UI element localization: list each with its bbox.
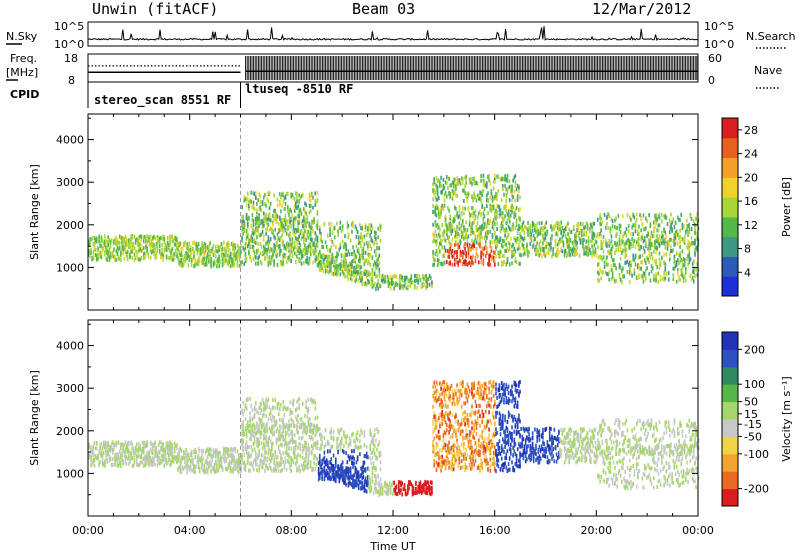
power-colorbar-frame: [721, 117, 739, 297]
power-cells: [88, 173, 700, 291]
nave-ytick-60: 60: [708, 52, 722, 65]
velocity-ylabel: Slant Range [km]: [28, 370, 41, 466]
power-colorbar-cell: [722, 137, 738, 159]
xaxis-label: Time UT: [369, 540, 415, 553]
power-ytick-label: 3000: [56, 176, 84, 189]
noise-panel-frame: [87, 21, 699, 47]
noise-trace: [87, 26, 698, 42]
xtick-label: 00:00: [72, 524, 104, 537]
power-colorbar-label: 16: [744, 195, 758, 208]
velocity-colorbar-cell: [722, 453, 738, 472]
xtick-label: 12:00: [377, 524, 409, 537]
station-title: Unwin (fitACF): [92, 0, 219, 18]
power-colorbar-label: 12: [744, 219, 758, 232]
velocity-colorbar-title: Velocity [m s⁻¹]: [780, 376, 793, 461]
freq-label-line1: Freq.: [10, 52, 38, 65]
mode2-label: ltuseq -8510 RF: [245, 82, 354, 96]
power-colorbar-cell: [722, 118, 738, 139]
velocity-colorbar-label: -50: [744, 430, 762, 443]
velocity-colorbar-cell: [722, 332, 738, 350]
power-colorbar-cell: [722, 276, 738, 297]
power-colorbar-cell: [722, 236, 738, 257]
power-colorbar-cell: [722, 177, 738, 198]
velocity-colorbar-frame: [721, 331, 739, 507]
nsearch-label: N.Search: [746, 30, 796, 43]
velocity-colorbar-cell: [722, 419, 738, 437]
velocity-colorbar-label: -15: [744, 418, 762, 431]
velocity-ytick-label: 3000: [56, 382, 84, 395]
power-colorbar-title: Power [dB]: [780, 177, 793, 237]
freq-label-line2: [MHz]: [6, 66, 39, 79]
velocity-colorbar-label: -100: [744, 448, 769, 461]
velocity-colorbar-label: 15: [744, 408, 758, 421]
velocity-colorbar-cell: [722, 436, 738, 455]
xtick-label: 00:00: [682, 524, 714, 537]
noise-ytick-top-right: 10^5: [704, 20, 734, 33]
velocity-colorbar-label: 50: [744, 396, 758, 409]
velocity-colorbar-cell: [722, 349, 738, 368]
noise-ytick-bottom-right: 10^0: [704, 38, 734, 51]
nave-label: Nave: [754, 64, 783, 77]
date-title: 12/Mar/2012: [592, 0, 692, 18]
xtick-label: 20:00: [580, 524, 612, 537]
nsky-label: N.Sky: [6, 30, 38, 43]
power-colorbar-label: 8: [744, 243, 751, 256]
noise-ytick-top: 10^5: [54, 20, 84, 33]
power-ytick-label: 1000: [56, 261, 84, 274]
velocity-colorbar-cell: [722, 471, 738, 490]
power-colorbar-cell: [722, 216, 738, 238]
velocity-colorbar-cell: [722, 384, 738, 403]
power-colorbar-label: 28: [744, 124, 758, 137]
xtick-label: 04:00: [174, 524, 206, 537]
power-colorbar-label: 24: [744, 148, 758, 161]
xtick-label: 08:00: [275, 524, 307, 537]
power-colorbar-label: 20: [744, 171, 758, 184]
nave-oscillation: [245, 56, 698, 80]
velocity-colorbar-label: 200: [744, 343, 765, 356]
power-ylabel: Slant Range [km]: [28, 164, 41, 260]
freq-ytick-18: 18: [64, 52, 78, 65]
freq-panel-frame: [87, 53, 699, 83]
power-colorbar-cell: [722, 256, 738, 277]
velocity-colorbar-cell: [722, 366, 738, 385]
velocity-colorbar-cell: [722, 488, 738, 507]
velocity-ytick-label: 4000: [56, 340, 84, 353]
velocity-colorbar-label: 100: [744, 378, 765, 391]
power-bg: [88, 114, 698, 310]
mode1-label: stereo_scan 8551 RF: [94, 93, 232, 107]
nave-ytick-0: 0: [708, 74, 715, 87]
beam-title: Beam 03: [352, 0, 416, 18]
velocity-bg: [88, 320, 698, 516]
velocity-ytick-label: 1000: [56, 467, 84, 480]
power-ytick-label: 2000: [56, 219, 84, 232]
xtick-label: 16:00: [479, 524, 511, 537]
freq-ytick-8: 8: [68, 74, 75, 87]
power-colorbar-cell: [722, 157, 738, 178]
velocity-ytick-label: 2000: [56, 425, 84, 438]
noise-ytick-bottom: 10^0: [54, 38, 84, 51]
velocity-cells: [88, 379, 700, 497]
velocity-colorbar-cell: [722, 401, 738, 420]
power-ytick-label: 4000: [56, 134, 84, 147]
power-colorbar-cell: [722, 197, 738, 218]
power-colorbar-label: 4: [744, 266, 751, 279]
cpid-label: CPID: [10, 88, 40, 101]
velocity-colorbar-label: -200: [744, 483, 769, 496]
